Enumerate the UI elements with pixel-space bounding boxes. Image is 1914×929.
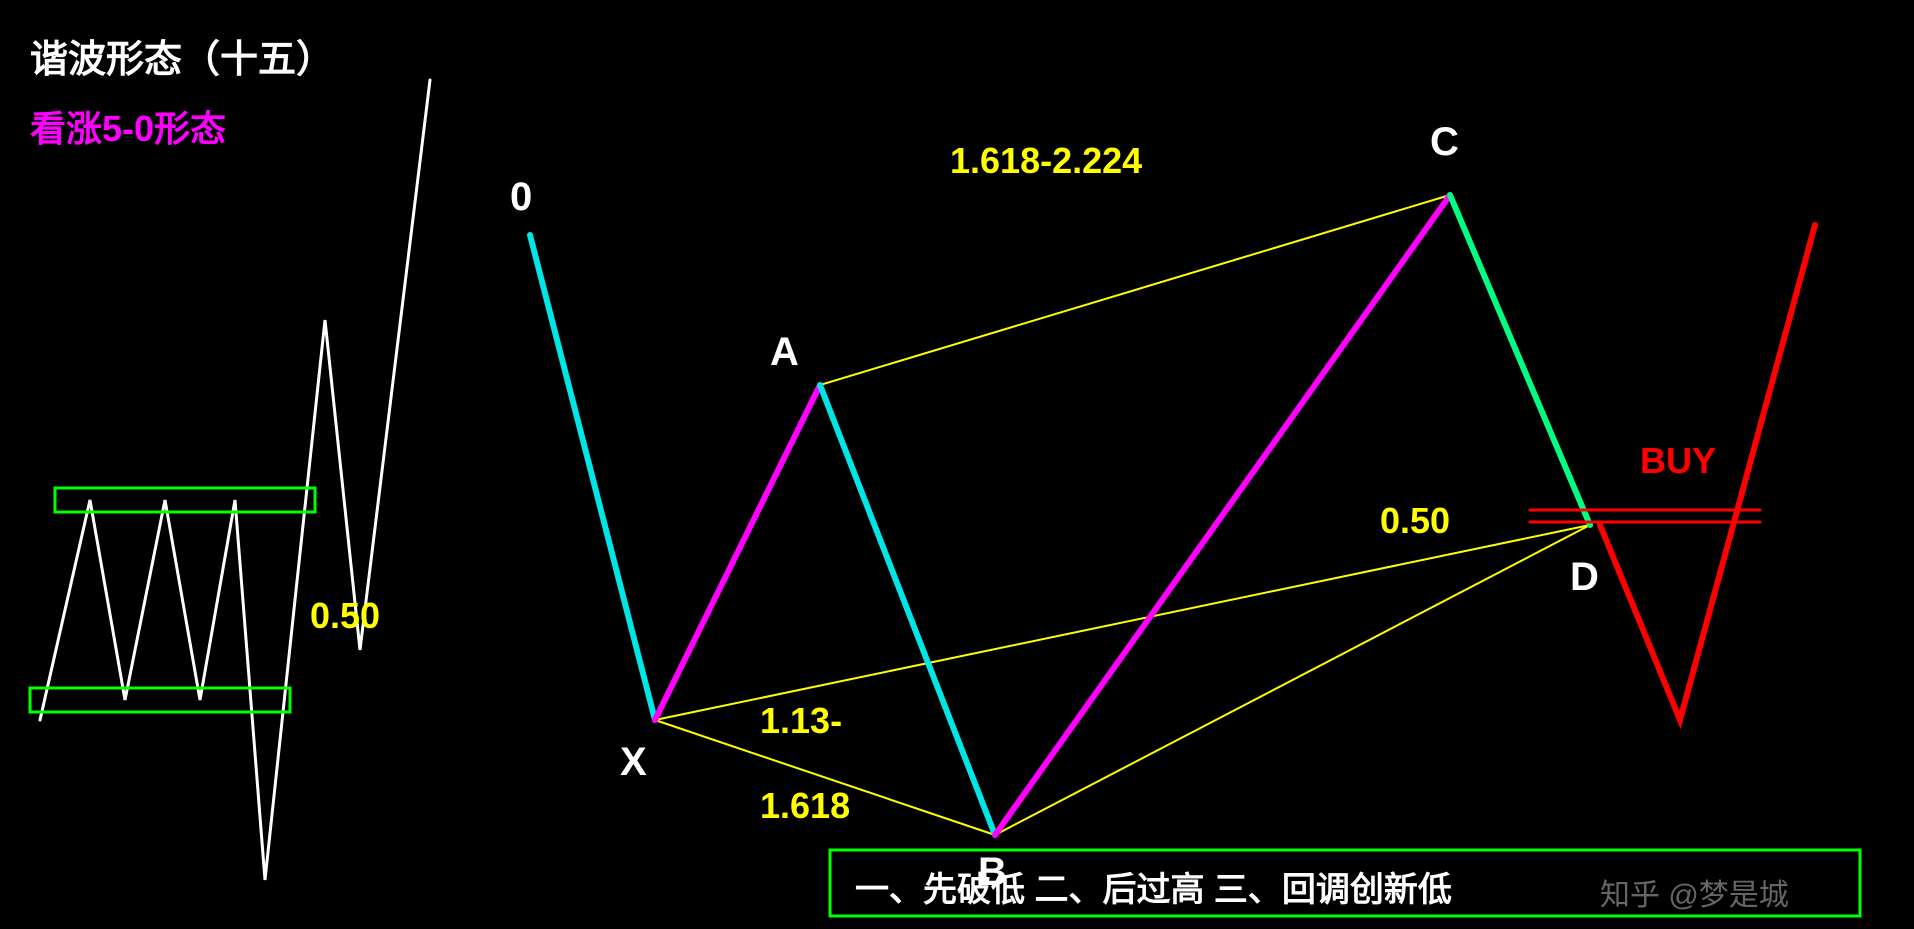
buy-label: BUY [1640,440,1716,482]
segment-OX [530,235,655,720]
watermark: 知乎 @梦是城 [1600,870,1789,914]
label-A: A [770,330,799,375]
label-X: X [620,740,647,785]
guide-BD [995,525,1590,835]
label-O: 0 [510,175,532,220]
left-zigzag [40,80,430,880]
left-ratio: 0.50 [310,595,380,637]
segment-XA [655,385,820,720]
ratio-ac: 1.618-2.224 [950,140,1142,182]
title-sub: 看涨5-0形态 [30,100,226,152]
title-main: 谐波形态（十五） [30,28,334,83]
segment-AB [820,385,995,835]
guide-XD [655,525,1590,720]
ratio-xb-1: 1.13- [760,700,842,742]
label-D: D [1570,555,1599,600]
ratio-xb-2: 1.618 [760,785,850,827]
label-C: C [1430,120,1459,165]
footnote-text: 一、先破低 二、后过高 三、回调创新低 [855,862,1452,911]
diagram-stage: 谐波形态（十五） 看涨5-0形态 0.50 0 X A B C D 1.13- … [0,0,1914,929]
left-top-box [55,488,315,512]
ratio-cd: 0.50 [1380,500,1450,542]
segment-CD [1450,195,1590,525]
guide-AC [820,195,1450,385]
